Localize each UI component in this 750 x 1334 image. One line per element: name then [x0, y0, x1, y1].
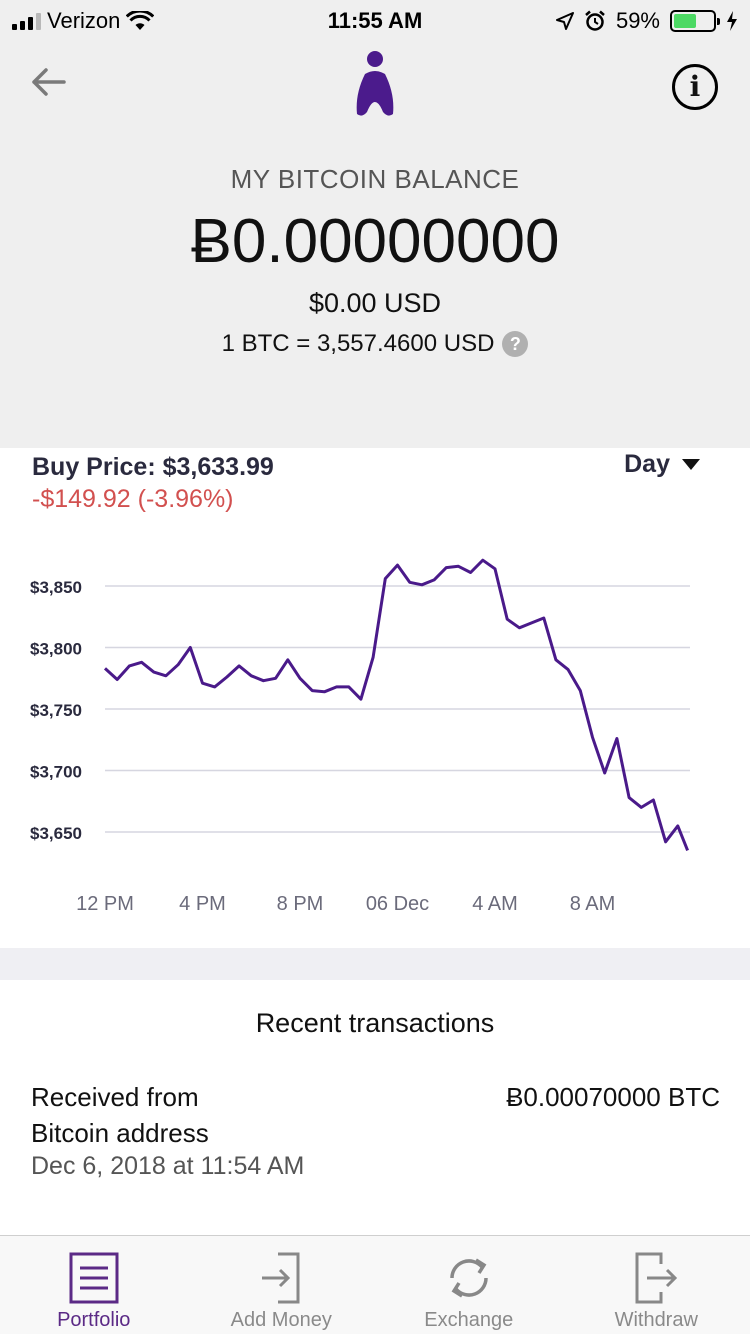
carrier-name: Verizon: [47, 8, 121, 33]
balance-label: MY BITCOIN BALANCE: [230, 164, 520, 194]
transactions-title: Recent transactions: [255, 1008, 495, 1038]
tab-add-money[interactable]: Add Money: [188, 1236, 376, 1334]
exchange-rate-row: 1 BTC = 3,557.4600 USD?: [0, 330, 750, 358]
status-right: 59%: [555, 8, 738, 34]
y-tick-label: $3,750: [30, 701, 82, 720]
info-icon: i: [689, 70, 701, 103]
exchange-rate: 1 BTC = 3,557.4600 USD: [221, 330, 495, 357]
tab-portfolio[interactable]: Portfolio: [0, 1236, 188, 1334]
app-logo-icon: [356, 51, 394, 116]
status-left: Verizon: [12, 8, 155, 34]
price-change: -$149.92 (-3.96%): [32, 485, 234, 513]
x-tick-label: 8 AM: [570, 893, 616, 915]
range-label: Day: [624, 450, 670, 478]
x-tick-label: 06 Dec: [366, 893, 429, 915]
x-tick-label: 4 PM: [179, 893, 226, 915]
tab-label: Add Money: [230, 1309, 332, 1331]
tab-exchange[interactable]: Exchange: [375, 1236, 563, 1334]
back-arrow-icon[interactable]: [28, 62, 68, 102]
status-time: 11:55 AM: [327, 8, 423, 33]
range-dropdown[interactable]: Day: [624, 450, 700, 479]
balance-btc: Ƀ0.00000000: [190, 207, 560, 276]
portfolio-icon: [69, 1252, 119, 1304]
y-tick-label: $3,700: [30, 763, 82, 782]
tab-bar: Portfolio Add Money Exchange Withdraw: [0, 1235, 750, 1334]
tab-withdraw[interactable]: Withdraw: [563, 1236, 750, 1334]
charging-bolt-icon: [727, 11, 737, 31]
buy-price: Buy Price: $3,633.99: [32, 453, 274, 481]
price-chart: $3,650 $3,700 $3,750 $3,800 $3,850 12 PM 4 PM 8…: [30, 558, 690, 915]
exchange-icon: [449, 1258, 488, 1298]
info-button[interactable]: i: [672, 64, 718, 110]
x-tick-label: 4 AM: [472, 893, 518, 915]
alarm-icon: [585, 10, 605, 31]
transaction-desc-line2: Bitcoin address: [31, 1118, 209, 1148]
price-line: [103, 558, 689, 851]
wifi-icon: [126, 11, 155, 30]
add-money-icon: [262, 1252, 300, 1304]
tab-label: Exchange: [424, 1309, 514, 1331]
y-tick-label: $3,850: [30, 578, 82, 597]
y-tick-label: $3,800: [30, 640, 82, 659]
help-icon[interactable]: ?: [502, 331, 529, 357]
price-section: Buy Price: $3,633.99 -$149.92 (-3.96%) D…: [0, 448, 750, 948]
balance-usd: $0.00 USD: [308, 288, 442, 318]
section-divider: [0, 948, 750, 980]
transaction-desc-line1: Received from: [31, 1082, 199, 1112]
x-tick-label: 8 PM: [277, 893, 324, 915]
x-tick-label: 12 PM: [76, 893, 134, 915]
balance-header: i MY BITCOIN BALANCE Ƀ0.00000000 $0.00 U…: [0, 40, 750, 448]
transaction-date: Dec 6, 2018 at 11:54 AM: [31, 1152, 305, 1180]
chevron-down-icon: [682, 459, 700, 470]
transaction-row[interactable]: Received from Bitcoin address Dec 6, 201…: [0, 1080, 750, 1200]
battery-icon: [670, 10, 720, 32]
transaction-amount: Ƀ0.00070000 BTC: [506, 1082, 720, 1112]
battery-percent: 59%: [615, 8, 660, 33]
signal-icon: [12, 12, 41, 30]
status-bar: Verizon 11:55 AM 59%: [0, 0, 750, 40]
withdraw-icon: [635, 1252, 678, 1304]
y-tick-label: $3,650: [30, 824, 82, 843]
location-arrow-icon: [555, 12, 574, 30]
tab-label: Portfolio: [57, 1309, 131, 1331]
tab-label: Withdraw: [614, 1309, 698, 1331]
